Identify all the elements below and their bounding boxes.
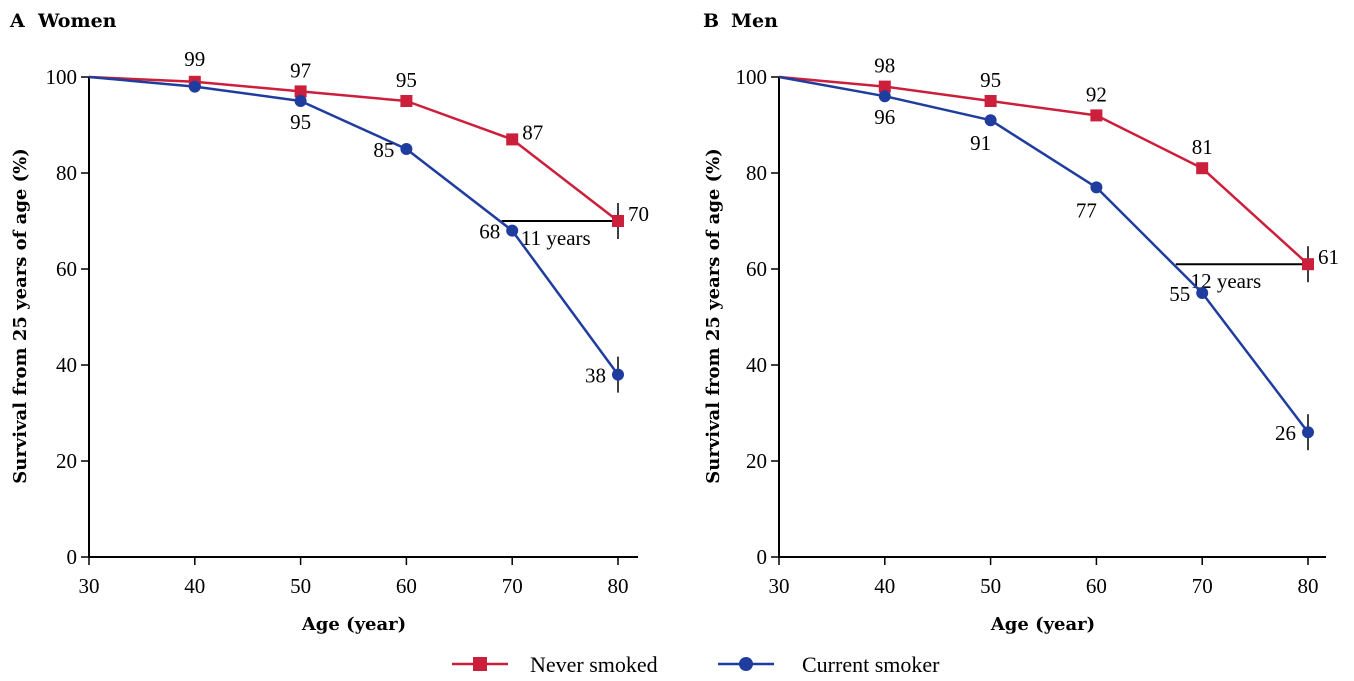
panel-women: A Women Age (year) Survival from 25 year… — [9, 10, 649, 635]
panel-a-data-label-never-smoked: 70 — [628, 202, 649, 226]
panel-a-point-current-smoker — [400, 143, 413, 155]
panel-a-title: Women — [37, 10, 117, 32]
panel-a-x-tick-label: 30 — [79, 574, 100, 598]
panel-b-point-current-smoker — [984, 114, 997, 127]
panel-men: B Men Age (year) Survival from 25 years … — [703, 10, 1339, 635]
panel-b-data-label-never-smoked: 98 — [874, 54, 895, 78]
panel-a-x-tick-label: 80 — [608, 574, 629, 598]
panel-a-data-label-current-smoker: 85 — [373, 138, 394, 162]
panel-b-data-label-never-smoked: 81 — [1192, 135, 1213, 159]
panel-a-y-tick-label: 60 — [56, 257, 77, 281]
panel-a-x-tick-label: 40 — [184, 574, 205, 598]
panel-b-data-label-never-smoked: 92 — [1086, 82, 1107, 106]
legend-label-current-smoker: Current smoker — [802, 652, 940, 677]
panel-b-point-never-smoked — [1090, 109, 1103, 122]
legend-item-current-smoker: Current smoker — [718, 652, 940, 677]
panel-b-y-tick-label: 0 — [757, 545, 768, 569]
panel-a-point-current-smoker — [506, 224, 519, 237]
panel-a-line-never-smoked — [88, 75, 619, 222]
panel-a-data-label-current-smoker: 68 — [479, 220, 500, 244]
panel-b-y-axis-title: Survival from 25 years of age (%) — [703, 148, 724, 484]
panel-b-x-tick-label: 50 — [980, 574, 1001, 598]
panel-b-y-tick-label: 80 — [746, 161, 767, 185]
panel-b-x-tick-label: 80 — [1298, 574, 1319, 598]
panel-a-y-tick-label: 20 — [56, 449, 77, 473]
panel-a-gap-label: 11 years — [521, 226, 591, 250]
panel-b-data-label-current-smoker: 26 — [1275, 421, 1296, 445]
panel-a-x-tick-label: 50 — [290, 574, 311, 598]
legend-label-never-smoked: Never smoked — [530, 652, 658, 677]
panel-b-y-tick-label: 100 — [736, 65, 768, 89]
panel-a-line-current-smoker — [88, 75, 620, 376]
panel-b-data-label-current-smoker: 77 — [1076, 198, 1097, 222]
legend-item-never-smoked: Never smoked — [452, 652, 658, 677]
panel-b-line-current-smoker — [778, 75, 1309, 433]
panel-a-data-label-never-smoked: 99 — [184, 47, 205, 71]
panel-b-point-current-smoker — [1302, 426, 1314, 439]
panel-b-point-current-smoker — [1196, 287, 1209, 299]
panel-a-point-never-smoked — [294, 85, 307, 98]
panel-a-point-never-smoked — [506, 133, 519, 146]
panel-a-data-label-never-smoked: 97 — [290, 58, 311, 82]
panel-b-x-axis-title: Age (year) — [990, 614, 1095, 635]
panel-b-data-label-never-smoked: 61 — [1318, 245, 1339, 269]
panel-a-data-label-never-smoked: 87 — [522, 120, 543, 144]
panel-a-y-tick-label: 40 — [56, 353, 77, 377]
panel-b-point-never-smoked — [878, 80, 891, 93]
panel-a-point-current-smoker — [612, 368, 624, 381]
panel-b-x-tick-label: 40 — [874, 574, 895, 598]
panel-a-x-tick-label: 60 — [396, 574, 417, 598]
panel-b-data-label-current-smoker: 55 — [1169, 282, 1190, 306]
panel-b-x-tick-label: 60 — [1086, 574, 1107, 598]
legend-marker-circle-icon — [739, 657, 753, 671]
panel-b-y-tick-label: 40 — [746, 353, 767, 377]
panel-b-point-never-smoked — [1196, 162, 1209, 175]
panel-b-point-current-smoker — [1090, 181, 1103, 194]
panel-a-x-axis-title: Age (year) — [301, 614, 406, 635]
panel-a-letter: A — [9, 10, 25, 32]
panel-a-y-tick-label: 100 — [46, 65, 78, 89]
panel-b-x-tick-label: 30 — [769, 574, 790, 598]
panel-b-y-tick-label: 20 — [746, 449, 767, 473]
panel-b-data-label-never-smoked: 95 — [980, 68, 1001, 92]
panel-a-data-label-never-smoked: 95 — [396, 68, 417, 92]
panel-b-data-label-current-smoker: 96 — [874, 105, 895, 129]
panel-b-y-tick-label: 60 — [746, 257, 767, 281]
panel-a-y-axis-title: Survival from 25 years of age (%) — [10, 148, 31, 484]
panel-a-y-tick-label: 80 — [56, 161, 77, 185]
panel-b-title: Men — [731, 10, 778, 32]
panel-a-point-current-smoker — [188, 80, 201, 93]
panel-a-y-tick-label: 0 — [67, 545, 78, 569]
panel-b-data-label-current-smoker: 91 — [970, 131, 991, 155]
panel-b-point-current-smoker — [878, 90, 891, 103]
panel-b-point-never-smoked — [1302, 258, 1314, 271]
panel-b-point-never-smoked — [984, 95, 997, 107]
panel-a-point-never-smoked — [612, 215, 624, 227]
panel-b-line-never-smoked — [778, 75, 1309, 266]
panel-a-data-label-current-smoker: 38 — [585, 364, 606, 388]
panel-b-letter: B — [703, 10, 719, 32]
panel-a-point-never-smoked — [400, 95, 413, 107]
panel-a-data-label-current-smoker: 95 — [290, 110, 311, 134]
panel-a-x-tick-label: 70 — [502, 574, 523, 598]
panel-b-x-tick-label: 70 — [1192, 574, 1213, 598]
panel-a-point-current-smoker — [294, 95, 307, 107]
legend: Never smoked Current smoker — [452, 652, 940, 677]
legend-marker-square-icon — [473, 657, 487, 671]
